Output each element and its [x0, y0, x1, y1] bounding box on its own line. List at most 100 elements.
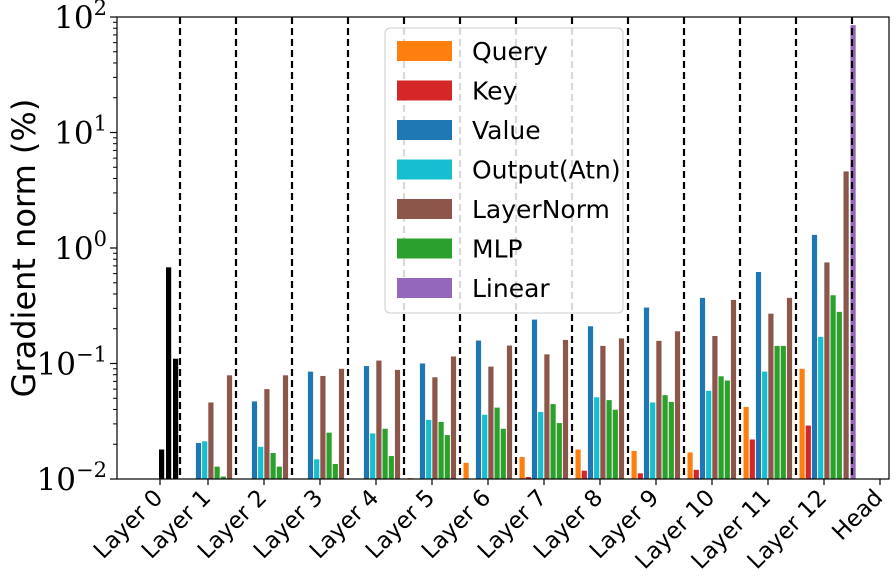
bars-layer [159, 25, 856, 480]
legend-swatch-layernorm [397, 199, 452, 219]
bar-layer-10-query [687, 452, 693, 479]
bar-layer-3-mlp-2 [332, 463, 338, 479]
legend-swatch-mlp [397, 238, 452, 259]
bar-layer-9-query [631, 450, 637, 479]
bar-layer-9-layernorm-2 [674, 331, 681, 479]
bar-layer-0-embedding-1 [159, 449, 165, 479]
bar-layer-8-mlp-2 [612, 409, 618, 479]
bar-layer-7-output-atn [538, 412, 544, 479]
y-tick-label: 101 [54, 112, 107, 152]
bar-layer-3-mlp [326, 432, 332, 479]
bar-layer-10-output-atn [706, 390, 712, 479]
y-tick-label: 10−1 [37, 343, 107, 383]
bar-layer-8-layernorm-2 [618, 338, 625, 479]
bar-layer-10-layernorm [712, 336, 718, 479]
bar-layer-1-layernorm-2 [226, 375, 233, 479]
bar-layer-5-value [419, 363, 426, 479]
bar-layer-5-layernorm [432, 377, 438, 479]
bar-layer-4-layernorm-2 [394, 369, 401, 479]
bar-layer-12-mlp [830, 295, 836, 479]
bar-layer-9-mlp-2 [668, 401, 674, 479]
y-axis-label: Gradient norm (%) [5, 99, 43, 398]
bar-layer-6-output-atn [482, 414, 488, 479]
bar-layer-7-value [531, 319, 538, 479]
bar-layer-1-mlp [214, 466, 220, 479]
y-tick-label: 10−2 [37, 458, 107, 498]
bar-layer-11-value [755, 271, 762, 479]
bar-layer-8-layernorm [600, 345, 606, 479]
legend-swatch-value [397, 120, 452, 140]
bar-layer-5-layernorm-2 [450, 356, 457, 479]
bar-layer-5-mlp-2 [444, 435, 450, 479]
y-axis: 10−2 10−1 100 101 102 [37, 0, 117, 498]
legend-label-value: Value [472, 116, 541, 145]
bar-layer-4-value [363, 366, 370, 479]
bar-layer-3-value [307, 371, 314, 479]
bar-layer-7-key [525, 477, 531, 479]
bar-layer-7-query [519, 457, 525, 479]
bar-layer-6-mlp [494, 407, 500, 479]
bar-layer-6-mlp-2 [500, 428, 506, 479]
bar-layer-10-value [699, 297, 706, 479]
legend-label-mlp: MLP [472, 235, 523, 264]
bar-layer-3-output-atn [314, 459, 320, 479]
bar-layer-2-value [251, 401, 258, 479]
bar-layer-6-layernorm [488, 366, 494, 479]
bar-layer-11-mlp [774, 345, 780, 479]
bar-layer-8-mlp [606, 400, 612, 479]
bar-layer-1-output-atn [202, 441, 208, 479]
bar-layer-2-mlp [270, 452, 276, 479]
bar-layer-4-mlp-2 [388, 456, 394, 479]
bar-layer-0-embedding-3 [173, 358, 179, 479]
bar-layer-4-mlp [382, 428, 388, 479]
y-tick-label: 102 [54, 0, 107, 36]
bar-layer-7-layernorm-2 [562, 339, 569, 479]
bar-layer-7-mlp-2 [556, 423, 562, 479]
x-tick-label: Head [827, 485, 888, 546]
bar-layer-5-output-atn [426, 419, 432, 479]
bar-layer-10-mlp-2 [724, 380, 730, 479]
bar-layer-8-key [581, 470, 587, 479]
bar-layer-9-value [643, 307, 650, 479]
legend-label-key: Key [472, 77, 518, 106]
bar-layer-1-value [195, 442, 202, 479]
bar-layer-12-layernorm [824, 262, 830, 479]
bar-layer-9-layernorm [656, 340, 662, 479]
bar-layer-9-output-atn [650, 402, 656, 479]
legend-swatch-query [397, 41, 452, 61]
bar-layer-8-output-atn [594, 397, 600, 479]
legend-label-output-atn: Output(Atn) [472, 156, 621, 185]
bar-layer-8-value [587, 326, 594, 479]
bar-layer-8-query [575, 449, 581, 479]
bar-layer-11-mlp-2 [780, 345, 786, 479]
bar-layer-10-layernorm-2 [730, 299, 737, 479]
bar-layer-11-layernorm [768, 313, 774, 479]
bar-layer-10-key [693, 469, 699, 479]
bar-layer-11-key [749, 439, 755, 479]
legend-swatch-key [397, 80, 452, 101]
bar-layer-0-embedding-2 [166, 267, 172, 479]
bar-layer-11-query [743, 407, 749, 479]
bar-layer-5-mlp [438, 421, 444, 479]
bar-layer-1-layernorm [208, 402, 214, 479]
bar-layer-2-layernorm [264, 389, 270, 479]
bar-layer-9-mlp [662, 395, 668, 479]
bar-layer-7-mlp [550, 404, 556, 479]
legend-label-layernorm: LayerNorm [472, 195, 610, 224]
bar-layer-3-layernorm [320, 375, 326, 479]
bar-layer-11-output-atn [762, 371, 768, 479]
y-tick-label: 100 [54, 227, 107, 267]
bar-layer-12-output-atn [818, 336, 824, 479]
bar-layer-7-layernorm [544, 354, 550, 479]
bar-head-layernorm [843, 171, 849, 479]
legend-label-linear: Linear [472, 274, 550, 303]
bar-layer-2-layernorm-2 [282, 375, 289, 479]
legend: Query Key Value Output(Atn) LayerNorm MLP Line… [384, 27, 624, 314]
bar-layer-4-layernorm [376, 360, 382, 479]
bar-layer-1-mlp-2 [220, 476, 226, 479]
bar-layer-12-query [799, 368, 805, 479]
bar-layer-2-mlp-2 [276, 466, 282, 479]
bar-layer-10-mlp [718, 376, 724, 479]
